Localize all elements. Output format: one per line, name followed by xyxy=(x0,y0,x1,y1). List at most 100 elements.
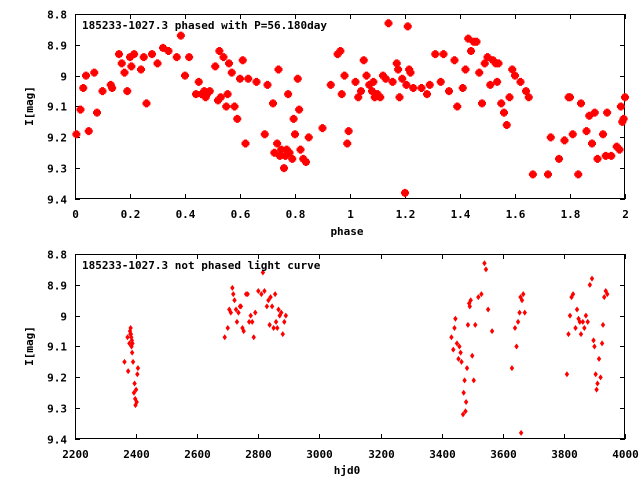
data-point xyxy=(135,371,140,378)
data-point xyxy=(450,56,459,65)
data-point xyxy=(472,37,481,46)
data-point xyxy=(449,334,454,341)
data-point xyxy=(133,386,139,393)
data-point xyxy=(482,260,487,267)
data-point xyxy=(461,65,470,74)
x-tick-label: 2 xyxy=(622,208,629,221)
data-points xyxy=(72,19,629,197)
data-point xyxy=(395,93,404,102)
data-point xyxy=(555,154,563,163)
data-point xyxy=(546,133,555,142)
data-point xyxy=(616,102,625,111)
data-point xyxy=(528,170,537,179)
data-point xyxy=(511,71,519,80)
data-point xyxy=(486,80,495,89)
data-point xyxy=(219,53,228,62)
data-point xyxy=(231,291,236,298)
data-point xyxy=(134,399,139,405)
chart-title: 185233-1027.3 not phased light curve xyxy=(82,259,321,272)
data-point xyxy=(485,306,491,313)
data-point xyxy=(468,297,473,304)
data-point xyxy=(601,151,610,160)
data-point xyxy=(84,127,93,136)
x-tick-label: 1.6 xyxy=(506,208,526,221)
data-point xyxy=(493,77,502,86)
data-point xyxy=(479,291,484,298)
data-point xyxy=(252,77,261,86)
y-tick-label: 9.1 xyxy=(47,341,67,354)
data-point xyxy=(185,53,194,62)
data-point xyxy=(465,321,471,328)
data-point xyxy=(122,358,127,365)
x-tick-label: 3600 xyxy=(490,448,517,461)
data-point xyxy=(326,80,335,89)
data-point xyxy=(253,309,258,316)
data-point xyxy=(476,294,481,301)
chart-title: 185233-1027.3 phased with P=56.180day xyxy=(82,19,327,32)
data-point xyxy=(512,325,518,331)
data-point xyxy=(273,318,279,325)
data-point xyxy=(194,77,203,86)
data-point xyxy=(133,402,138,409)
data-point xyxy=(277,145,286,154)
y-tick-label: 9.2 xyxy=(47,372,67,385)
x-axis-ticks: 2200 2400 2600 2800 3000 3200 3400 3600 3800 4000 xyxy=(62,254,639,461)
data-point xyxy=(593,154,602,163)
data-point xyxy=(266,297,271,304)
data-point xyxy=(384,19,393,28)
y-axis-label: I[mag] xyxy=(23,86,36,126)
y-tick-label: 8.9 xyxy=(47,40,67,53)
data-point xyxy=(296,145,305,154)
x-tick-label: 0.2 xyxy=(121,208,141,221)
x-tick-label: 1.4 xyxy=(451,208,471,221)
data-point xyxy=(275,151,284,160)
y-tick-label: 9.4 xyxy=(47,434,67,447)
x-tick-label: 2800 xyxy=(245,448,272,461)
data-point xyxy=(127,62,136,71)
data-point xyxy=(587,281,593,288)
data-point xyxy=(478,99,486,108)
data-point xyxy=(271,325,276,331)
data-point xyxy=(260,130,269,139)
data-point xyxy=(93,108,101,117)
data-point xyxy=(567,312,573,319)
data-point xyxy=(392,59,401,68)
data-point xyxy=(544,170,552,179)
data-point xyxy=(269,99,277,108)
data-point xyxy=(176,31,185,40)
x-tick-label: 2400 xyxy=(123,448,150,461)
x-tick-label: 3000 xyxy=(306,448,333,461)
x-tick-label: 4000 xyxy=(612,448,639,461)
data-point xyxy=(236,74,244,83)
data-point xyxy=(90,68,99,77)
data-point xyxy=(148,50,156,59)
x-tick-label: 0 xyxy=(72,208,79,221)
data-point xyxy=(519,297,525,304)
data-point xyxy=(340,71,349,80)
data-point xyxy=(518,429,524,436)
x-tick-label: 1 xyxy=(347,208,354,221)
data-point xyxy=(621,93,629,102)
data-point xyxy=(577,318,582,325)
unphased-light-curve-panel: 8.8 8.9 9 9.1 9.2 9.3 9.4 2200 2400 2600 2800 3000… xyxy=(23,249,639,478)
data-point xyxy=(369,77,378,86)
data-point xyxy=(233,306,239,313)
data-point xyxy=(251,334,256,341)
data-point xyxy=(461,389,466,396)
data-point xyxy=(500,108,508,117)
data-point xyxy=(283,312,289,319)
data-point xyxy=(233,114,242,123)
data-point xyxy=(289,114,298,123)
data-point xyxy=(445,87,453,96)
y-tick-label: 9 xyxy=(60,311,67,324)
data-point xyxy=(463,408,468,415)
y-tick-label: 9.1 xyxy=(47,101,67,114)
data-point xyxy=(598,374,603,381)
data-point xyxy=(130,358,136,365)
x-tick-label: 3800 xyxy=(551,448,578,461)
data-point xyxy=(344,127,353,136)
data-point xyxy=(494,59,503,68)
data-point xyxy=(276,306,281,313)
data-point xyxy=(127,340,132,347)
